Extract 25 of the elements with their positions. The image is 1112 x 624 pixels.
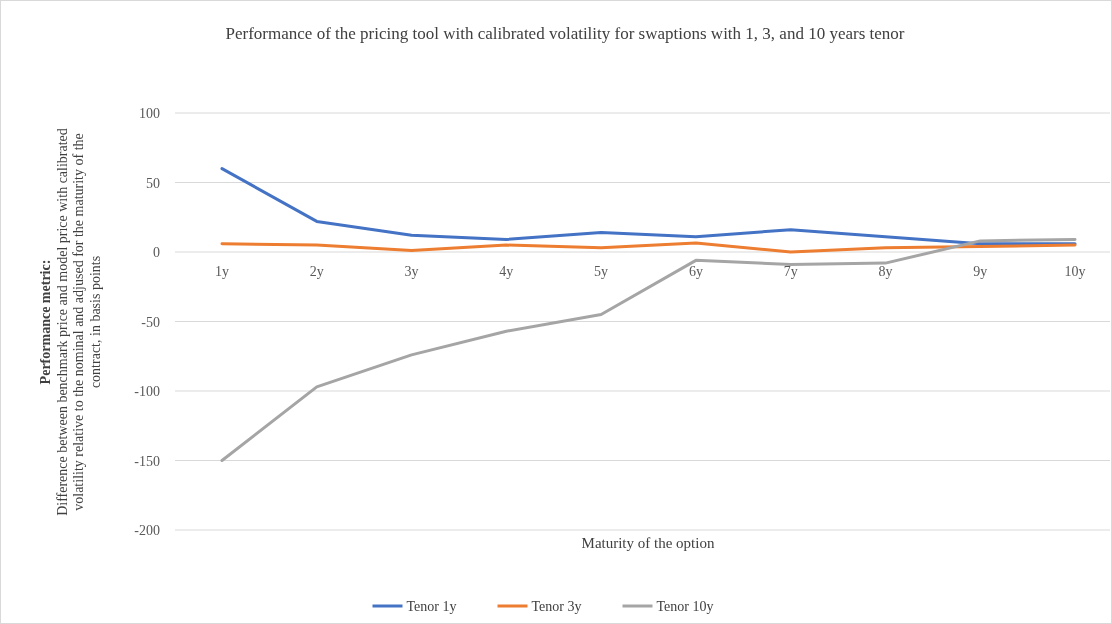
x-tick-label: 9y <box>973 264 988 279</box>
y-tick-label: -200 <box>134 523 160 538</box>
chart-title: Performance of the pricing tool with calibrated volatility for swaptions with 1, 3, and 10 years tenor <box>225 24 905 43</box>
x-tick-label: 2y <box>309 264 324 279</box>
x-tick-label: 6y <box>688 264 703 279</box>
x-tick-label: 8y <box>878 264 893 279</box>
legend-label: Tenor 3y <box>531 599 582 614</box>
y-axis-title: Performance metric: Difference between benchmark price and model price with calibrated volatility relative to the nominal and adjused for the maturity of the contract, in basis points <box>38 128 103 516</box>
legend-label: Tenor 1y <box>406 599 457 614</box>
x-tick-label: 1y <box>215 264 229 279</box>
y-tick-label: -100 <box>134 384 160 399</box>
x-tick-label: 4y <box>499 264 514 279</box>
legend-label: Tenor 10y <box>656 599 714 614</box>
x-tick-label: 10y <box>1064 264 1086 279</box>
line-series <box>220 241 1077 254</box>
x-tick-label: 3y <box>404 264 419 279</box>
y-tick-label: 0 <box>153 245 160 260</box>
x-tick-label: 5y <box>594 264 609 279</box>
x-axis-title: Maturity of the option <box>581 535 715 551</box>
x-tick-label: 7y <box>783 264 798 279</box>
y-tick-label: -50 <box>141 314 160 330</box>
y-tick-label: 100 <box>139 106 160 121</box>
line-series <box>220 167 1077 246</box>
y-tick-label: -150 <box>134 453 160 469</box>
y-tick-label: 50 <box>146 175 160 191</box>
